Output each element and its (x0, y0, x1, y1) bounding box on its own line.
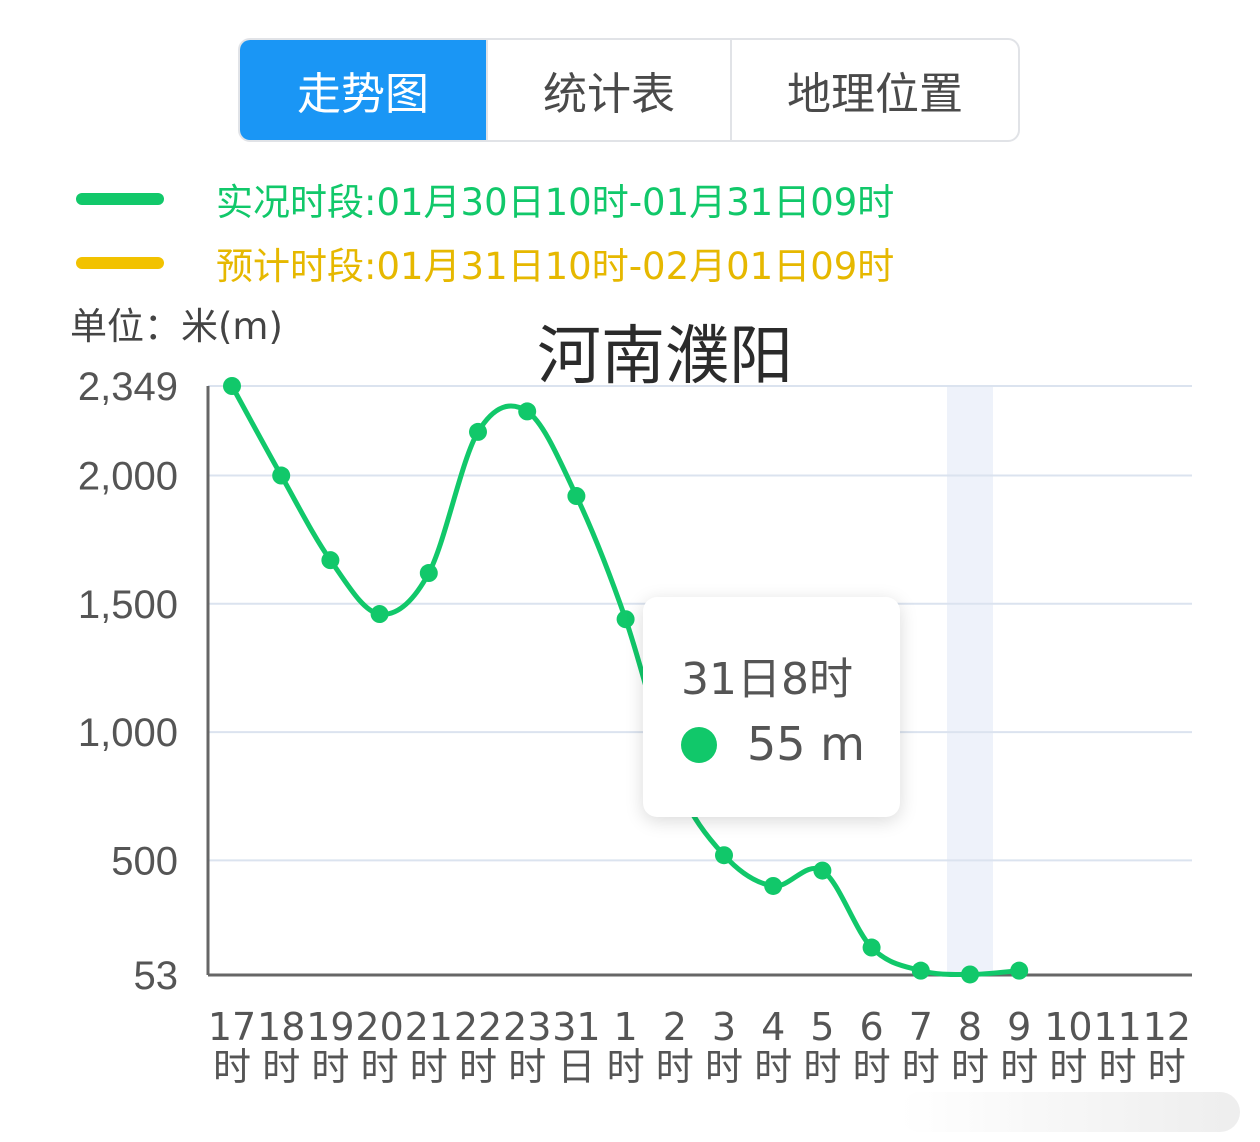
x-tick-label-suffix: 时 (705, 1045, 743, 1089)
x-tick-label: 22 (454, 1005, 502, 1049)
x-tick-label-suffix: 时 (1049, 1045, 1087, 1089)
x-tick-label: 10 (1044, 1005, 1092, 1049)
legend-forecast-swatch (76, 257, 164, 269)
data-point (1010, 961, 1029, 980)
data-point (321, 551, 340, 570)
data-point (715, 846, 733, 865)
watermark (900, 1092, 1240, 1132)
x-tick-label-suffix: 时 (262, 1045, 300, 1089)
chart-tooltip: 31日8时 55 m (643, 597, 900, 817)
x-tick-label: 7 (909, 1005, 933, 1049)
x-tick-label-suffix: 时 (508, 1045, 546, 1089)
tab-trend[interactable]: 走势图 (240, 40, 488, 140)
x-tick-label-suffix: 时 (853, 1045, 891, 1089)
x-tick-label-suffix: 时 (656, 1045, 694, 1089)
x-tick-label-suffix: 时 (1148, 1045, 1186, 1089)
y-tick-label: 1,000 (78, 711, 178, 755)
legend-observed-label: 实况时段:01月30日10时-01月31日09时 (216, 181, 895, 224)
y-tick-label: 1,500 (78, 583, 178, 627)
x-tick-label-suffix: 时 (361, 1045, 399, 1089)
data-point (518, 402, 537, 421)
data-point (567, 487, 586, 506)
x-tick-label: 9 (1007, 1005, 1031, 1049)
x-tick-label-suffix: 时 (607, 1045, 645, 1089)
x-tick-label-suffix: 时 (902, 1045, 940, 1089)
tooltip-time: 31日8时 (681, 654, 853, 705)
data-point (911, 961, 930, 980)
x-tick-label-suffix: 时 (311, 1045, 349, 1089)
series-line (229, 384, 1020, 978)
legend-forecast: 预计时段:01月31日10时-02月01日09时 (76, 236, 894, 290)
data-point (862, 938, 881, 957)
tooltip-series-dot (681, 727, 717, 763)
x-tick-label: 19 (306, 1005, 354, 1049)
data-point (616, 610, 635, 629)
x-tick-label: 8 (958, 1005, 982, 1049)
unit-label: 单位：米(m) (70, 305, 283, 348)
y-tick-label: 2,349 (78, 365, 178, 409)
x-tick-label: 20 (355, 1005, 403, 1049)
x-tick-label: 18 (257, 1005, 305, 1049)
x-tick-label-suffix: 时 (213, 1045, 251, 1089)
x-tick-label: 31 (552, 1005, 600, 1049)
x-tick-label: 11 (1093, 1005, 1141, 1049)
x-tick-label: 2 (663, 1005, 687, 1049)
x-tick-label-suffix: 时 (951, 1045, 989, 1089)
tab-statistics[interactable]: 统计表 (488, 40, 732, 140)
x-tick-label-suffix: 日 (557, 1045, 595, 1089)
chart-title: 河南濮阳 (537, 320, 793, 394)
x-tick-label: 4 (761, 1005, 785, 1049)
y-tick-label: 500 (111, 839, 178, 883)
x-tick-label-suffix: 时 (754, 1045, 792, 1089)
x-tick-label-suffix: 时 (1099, 1045, 1137, 1089)
x-tick-label: 6 (860, 1005, 884, 1049)
tooltip-value: 55 m (747, 717, 865, 771)
data-point (272, 466, 291, 485)
highlight-band (947, 386, 993, 975)
x-tick-label: 3 (712, 1005, 736, 1049)
x-tick-label: 1 (614, 1005, 638, 1049)
x-tick-label: 5 (810, 1005, 834, 1049)
x-tick-label: 21 (405, 1005, 453, 1049)
x-tick-label: 12 (1143, 1005, 1191, 1049)
x-tick-label-suffix: 时 (459, 1045, 497, 1089)
legend-forecast-label: 预计时段:01月31日10时-02月01日09时 (216, 245, 895, 288)
data-point (813, 861, 832, 880)
data-point (961, 965, 979, 984)
data-point (764, 876, 783, 895)
x-tick-label: 17 (208, 1005, 256, 1049)
x-tick-label-suffix: 时 (1000, 1045, 1038, 1089)
legend-observed-swatch (76, 193, 164, 205)
x-tick-label-suffix: 时 (803, 1045, 841, 1089)
tab-location[interactable]: 地理位置 (787, 69, 963, 120)
data-point (223, 377, 241, 395)
y-tick-label: 53 (134, 954, 179, 998)
x-tick-label: 23 (503, 1005, 551, 1049)
data-point (419, 564, 438, 583)
data-point (469, 422, 487, 441)
data-point (370, 605, 389, 624)
legend-observed: 实况时段:01月30日10时-01月31日09时 (76, 172, 894, 226)
tab-bar: 走势图 统计表 地理位置 (238, 38, 1020, 142)
x-tick-label-suffix: 时 (410, 1045, 448, 1089)
y-tick-label: 2,000 (78, 455, 178, 499)
